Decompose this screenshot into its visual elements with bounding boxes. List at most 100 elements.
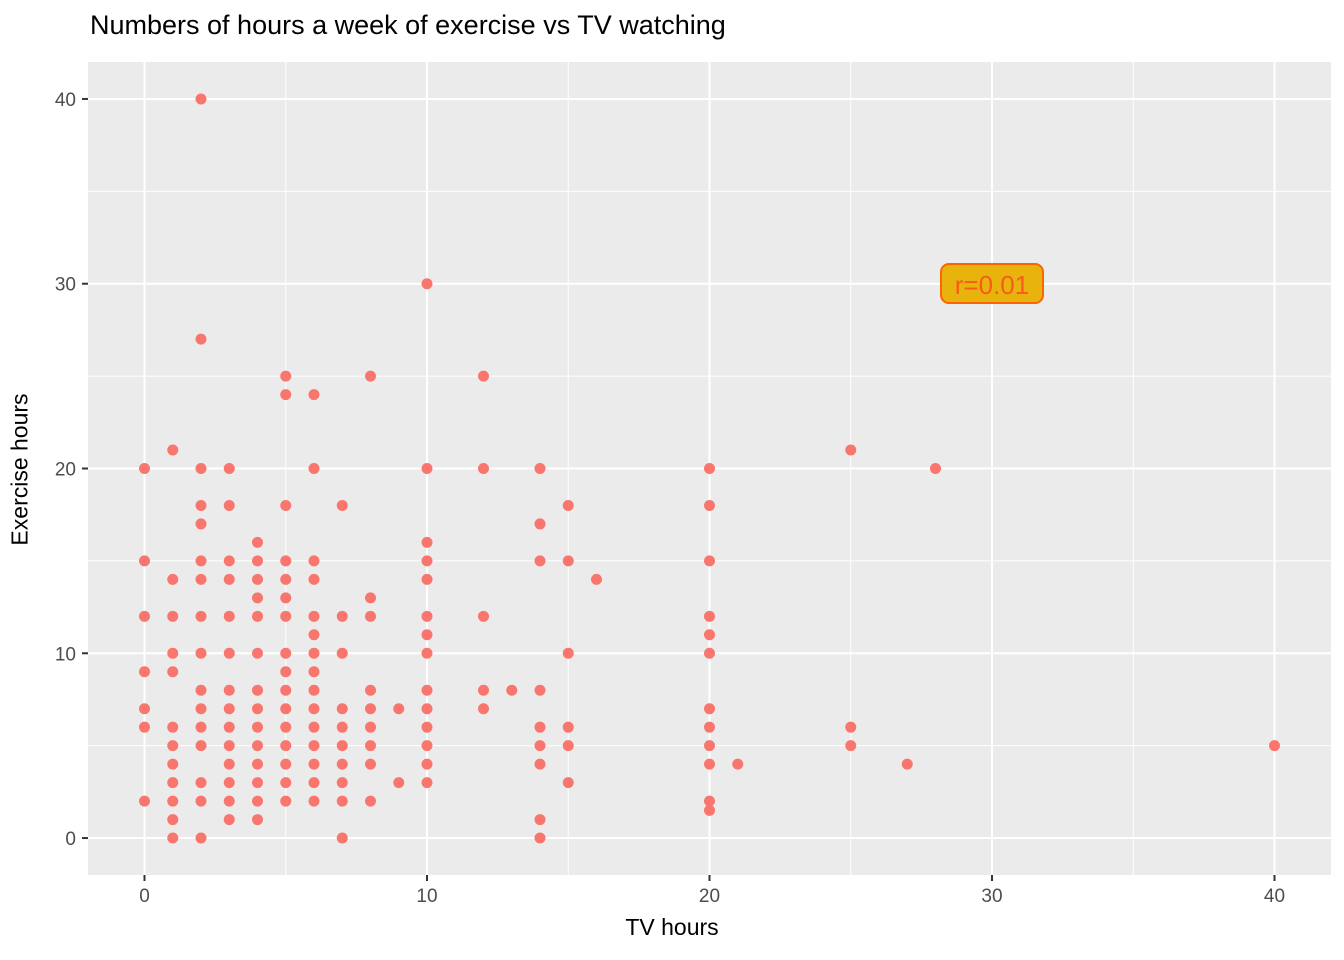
data-point [223,573,235,585]
data-point [308,684,320,696]
x-axis-title: TV hours [625,914,719,940]
data-point [365,795,376,807]
data-point [930,463,941,474]
data-point [195,703,207,715]
data-point [308,721,320,733]
data-point [365,740,376,752]
data-point [280,740,292,752]
data-point [421,703,433,715]
data-point [308,573,320,585]
data-point [167,666,179,678]
data-point [167,832,179,844]
data-point [195,573,207,585]
data-point [308,666,320,678]
data-point [336,832,348,844]
data-point [534,463,546,474]
data-point [223,795,235,807]
data-point [704,740,715,752]
data-point [167,795,179,807]
data-point [280,389,292,401]
data-point [308,629,320,641]
data-point [280,777,292,789]
data-point [139,795,150,807]
data-point [336,499,348,511]
data-point [308,795,320,807]
data-point [252,610,263,622]
data-point [478,370,489,382]
data-point [252,684,263,696]
data-point [421,647,433,659]
data-point [223,703,235,715]
data-point [421,684,433,696]
data-point [223,610,235,622]
data-point [336,795,348,807]
data-point [195,684,207,696]
data-point [280,721,292,733]
data-point [195,795,207,807]
data-point [308,463,320,474]
data-point [223,758,235,770]
data-point [308,610,320,622]
data-point [195,333,207,345]
correlation-annotation: r=0.01 [940,262,1044,304]
data-point [167,814,179,826]
data-point [195,647,207,659]
data-point [336,721,348,733]
data-point [534,555,546,567]
y-tick-label: 40 [55,90,76,111]
data-point [139,610,150,622]
y-axis-title: Exercise hours [6,393,33,546]
data-point [195,93,207,105]
data-point [167,740,179,752]
data-point [534,740,546,752]
data-point [195,740,207,752]
data-point [365,684,376,696]
data-point [704,721,715,733]
data-point [336,777,348,789]
data-point [280,555,292,567]
data-point [704,499,715,511]
data-point [704,647,715,659]
data-point [421,777,433,789]
data-point [195,721,207,733]
data-point [506,684,518,696]
data-point [167,777,179,789]
data-point [252,536,263,548]
data-point [195,610,207,622]
data-point [336,610,348,622]
data-point [534,758,546,770]
data-point [534,721,546,733]
data-point [421,721,433,733]
data-point [336,758,348,770]
data-point [421,610,433,622]
data-point [704,555,715,567]
data-point [704,703,715,715]
data-point [336,647,348,659]
y-tick-label: 10 [55,644,76,665]
data-point [336,703,348,715]
data-point [1269,740,1280,752]
data-point [478,703,489,715]
data-point [139,666,150,678]
y-tick-label: 30 [55,275,76,296]
data-point [421,740,433,752]
data-point [421,573,433,585]
data-point [421,629,433,641]
data-point [421,463,433,474]
y-tick-label: 20 [55,460,76,481]
data-point [393,703,405,715]
data-point [365,721,376,733]
data-point [252,740,263,752]
data-point [308,703,320,715]
data-point [252,795,263,807]
chart-title: Numbers of hours a week of exercise vs T… [90,10,726,40]
data-point [704,758,715,770]
data-point [704,804,715,816]
data-point [308,740,320,752]
data-point [223,463,235,474]
x-tick-label: 20 [699,886,720,907]
data-point [562,777,574,789]
data-point [421,758,433,770]
data-point [704,463,715,474]
data-point [223,740,235,752]
